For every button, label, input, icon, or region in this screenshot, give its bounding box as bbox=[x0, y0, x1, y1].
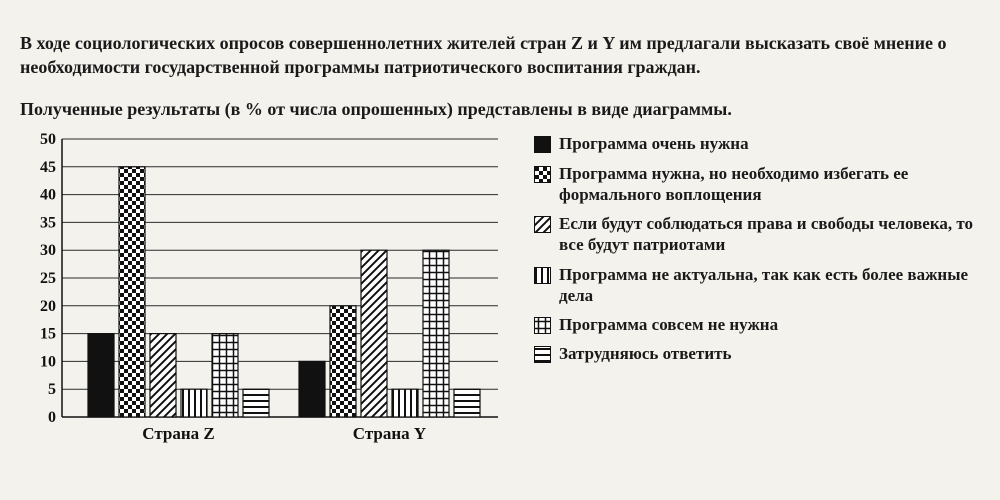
svg-text:15: 15 bbox=[40, 326, 56, 343]
legend-label: Программа очень нужна bbox=[559, 133, 749, 154]
bar bbox=[119, 167, 145, 417]
svg-text:25: 25 bbox=[40, 270, 56, 287]
bar bbox=[423, 250, 449, 417]
bar bbox=[243, 389, 269, 417]
category-label: Страна Y bbox=[353, 424, 426, 443]
legend-label: Программа нужна, но необходимо избегать … bbox=[559, 163, 980, 206]
legend-item: Программа не актуальна, так как есть бол… bbox=[534, 264, 980, 307]
bar bbox=[361, 250, 387, 417]
bar-chart: 0 5 10 15 20 25 30 35 40 45 50 Страна Z Страна Y bbox=[20, 129, 510, 449]
legend-swatch bbox=[534, 267, 551, 284]
category-label: Страна Z bbox=[142, 424, 214, 443]
legend-label: Программа не актуальна, так как есть бол… bbox=[559, 264, 980, 307]
bar bbox=[330, 306, 356, 417]
svg-text:35: 35 bbox=[40, 215, 56, 232]
svg-text:40: 40 bbox=[40, 187, 56, 204]
intro-paragraph-2: Полученные результаты (в % от числа опро… bbox=[20, 98, 980, 122]
legend-swatch bbox=[534, 216, 551, 233]
legend-item: Если будут соблюдаться права и свободы ч… bbox=[534, 213, 980, 256]
legend-swatch bbox=[534, 166, 551, 183]
bar bbox=[392, 389, 418, 417]
bar bbox=[299, 362, 325, 418]
content-row: 0 5 10 15 20 25 30 35 40 45 50 Страна Z Страна Y Про… bbox=[20, 129, 980, 449]
intro-paragraph-1: В ходе социологических опросов совершенн… bbox=[20, 32, 980, 80]
page: В ходе социологических опросов совершенн… bbox=[0, 0, 1000, 459]
legend-item: Программа очень нужна bbox=[534, 133, 980, 154]
legend-item: Программа нужна, но необходимо избегать … bbox=[534, 163, 980, 206]
svg-text:0: 0 bbox=[48, 409, 56, 426]
svg-text:5: 5 bbox=[48, 381, 56, 398]
legend-label: Затрудняюсь ответить bbox=[559, 343, 731, 364]
svg-text:45: 45 bbox=[40, 159, 56, 176]
bar bbox=[150, 334, 176, 417]
svg-text:30: 30 bbox=[40, 242, 56, 259]
legend-item: Затрудняюсь ответить bbox=[534, 343, 980, 364]
bar bbox=[212, 334, 238, 417]
legend-swatch bbox=[534, 136, 551, 153]
svg-text:50: 50 bbox=[40, 131, 56, 148]
chart-container: 0 5 10 15 20 25 30 35 40 45 50 Страна Z Страна Y bbox=[20, 129, 510, 449]
bar bbox=[88, 334, 114, 417]
bar bbox=[181, 389, 207, 417]
legend-swatch bbox=[534, 317, 551, 334]
legend-label: Программа совсем не нужна bbox=[559, 314, 778, 335]
bar bbox=[454, 389, 480, 417]
legend-item: Программа совсем не нужна bbox=[534, 314, 980, 335]
svg-text:20: 20 bbox=[40, 298, 56, 315]
legend-label: Если будут соблюдаться права и свободы ч… bbox=[559, 213, 980, 256]
legend: Программа очень нужна Программа нужна, но… bbox=[510, 129, 980, 372]
svg-text:10: 10 bbox=[40, 354, 56, 371]
legend-swatch bbox=[534, 346, 551, 363]
